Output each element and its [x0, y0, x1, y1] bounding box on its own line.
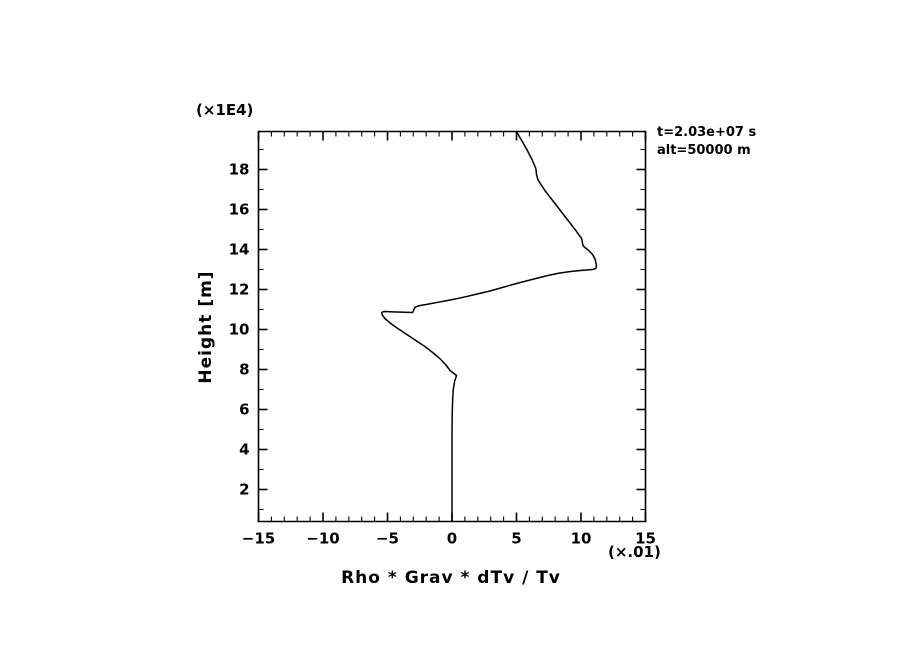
y-axis-tick-label: 14	[229, 241, 250, 259]
y-axis-tick-label: 12	[229, 281, 250, 299]
x-axis-title: Rho * Grav * dTv / Tv	[341, 568, 561, 588]
x-axis-tick-label: −10	[306, 530, 339, 548]
x-axis-multiplier-label: (×.01)	[608, 543, 661, 561]
y-axis-title: Height [m]	[196, 270, 216, 383]
y-axis-tick-labels: 2 4 6 8 10 12 14 16 18	[229, 161, 250, 499]
data-curve-line	[380, 130, 598, 523]
x-axis-tick-label: −5	[376, 530, 399, 548]
x-axis-tick-label: 15	[635, 530, 656, 548]
y-axis-tick-label: 4	[239, 441, 249, 459]
x-axis-tick-label: 5	[511, 530, 521, 548]
y-axis-tick-label: 16	[229, 201, 250, 219]
y-axis-tick-label: 8	[239, 361, 249, 379]
annotation-time: t=2.03e+07 s	[657, 125, 757, 140]
x-axis-tick-labels: −15 −10 −5 0 5 10 15	[242, 530, 656, 548]
y-axis-tick-label: 6	[239, 401, 249, 419]
x-axis-tick-label: −15	[242, 530, 275, 548]
y-axis-tick-label: 18	[229, 161, 250, 179]
x-axis-tick-label: 0	[447, 530, 457, 548]
axis-ticks	[257, 131, 647, 522]
x-axis-tick-label: 10	[571, 530, 592, 548]
annotation-altitude: alt=50000 m	[657, 143, 751, 158]
y-axis-multiplier-label: (×1E4)	[196, 101, 253, 119]
y-axis-tick-label: 10	[229, 321, 250, 339]
y-axis-tick-label: 2	[239, 481, 249, 499]
